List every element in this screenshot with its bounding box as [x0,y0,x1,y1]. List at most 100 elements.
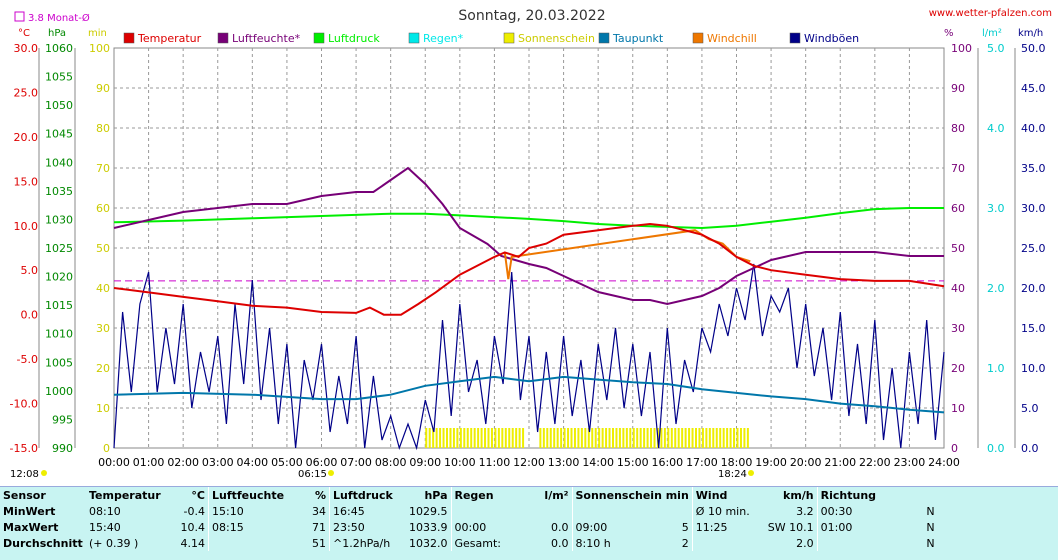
sunshine-bar [674,428,677,448]
x-tick-label: 02:00 [167,456,199,469]
rain-unit: l/m² [982,28,1002,39]
wind-tick-label: 50.0 [1021,42,1046,55]
stats-cell: 15:40 [89,520,121,534]
sunshine-bar [653,428,656,448]
temp-tick-label: -5.0 [17,353,38,366]
wind-tick-label: 10.0 [1021,362,1046,375]
sunshine-bar [452,428,455,448]
sunshine-bar [667,428,670,448]
sunshine-bar [605,428,608,448]
sunshine-bar [567,428,570,448]
sunshine-bar [470,428,473,448]
month-avg-swatch [14,11,25,22]
series-taupunkt [113,375,945,414]
sunshine-bars [425,428,749,448]
sun-tick-label: 50 [96,242,110,255]
stats-cell: -0.4 [183,504,205,518]
legend-label: Luftdruck [328,32,380,45]
pressure-tick-label: 1000 [45,385,73,398]
legend-swatch [789,32,801,44]
wind-tick-label: 15.0 [1021,322,1046,335]
pressure-tick-label: 990 [52,442,73,455]
stats-table: Sensor Temperatur °C Luftfeuchte % Luftd… [0,486,1058,560]
x-tick-label: 07:00 [340,456,372,469]
sunshine-bar [733,428,736,448]
x-tick-label: 10:00 [444,456,476,469]
stats-head-rain: Regen [450,487,534,503]
sunshine-bar [615,428,618,448]
stats-cell [534,503,573,519]
stats-cell: 71 [312,520,326,534]
stats-header-row: Sensor Temperatur °C Luftfeuchte % Luftd… [0,487,938,503]
x-tick-label: 14:00 [582,456,614,469]
legend-swatch [598,32,610,44]
sunshine-bar [501,428,504,448]
stats-head-sun: Sonnenschein min [571,487,693,503]
pressure-tick-label: 1045 [45,128,73,141]
stats-cell: 00:30 [816,503,896,519]
chart-title: Sonntag, 20.03.2022 [458,8,605,24]
stats-head-rain-unit: l/m² [544,488,569,502]
stats-cell: ^1.2hPa/h [329,535,406,551]
sunshine-bar [691,428,694,448]
sun-tick-label: 70 [96,162,110,175]
sunshine-bar [712,428,715,448]
sunshine-bar [504,428,507,448]
x-tick-label: 15:00 [617,456,649,469]
legend-swatch [123,32,135,44]
sunshine-bar [643,428,646,448]
sunshine-bar [726,428,729,448]
series-windben [113,263,945,451]
sunshine-bar [580,428,583,448]
sunshine-bar [681,428,684,448]
sunshine-bar [549,428,552,448]
x-tick-label: 20:00 [790,456,822,469]
sunshine-bar [632,428,635,448]
legend-label: Windchill [707,32,757,45]
legend-swatch [408,32,420,44]
sun-tick-label: 0 [103,442,110,455]
pressure-tick-label: 1050 [45,99,73,112]
stats-cell: 09:00 [571,519,663,535]
pressure-tick-label: 1060 [45,42,73,55]
legend-label: Sonnenschein [518,32,595,45]
x-tick-label: 13:00 [548,456,580,469]
stats-head-direction: Richtung [816,487,896,503]
humidity-tick-label: 100 [951,42,972,55]
legend-label: Temperatur [137,32,202,45]
stats-cell: 1029.5 [409,504,448,518]
rain-tick-label: 2.0 [987,282,1005,295]
x-tick-label: 09:00 [409,456,441,469]
stats-head-humidity: Luftfeuchte [208,487,295,503]
sunshine-bar [563,428,566,448]
sunshine-bar [466,428,469,448]
x-tick-label: 24:00 [928,456,960,469]
series-luftdruck [113,207,944,230]
sunshine-bar [473,428,476,448]
stats-cell: 00:00 [450,519,534,535]
sunshine-bar [670,428,673,448]
humidity-tick-label: 0 [951,442,958,455]
stats-cell [816,535,896,551]
stats-cell [663,503,692,519]
sunshine-bar [722,428,725,448]
pressure-tick-label: 995 [52,413,73,426]
sunshine-bar [601,428,604,448]
sunshine-bar [708,428,711,448]
sun-tick-label: 30 [96,322,110,335]
series-luftfeuchte [113,166,944,306]
wind-tick-label: 40.0 [1021,122,1046,135]
sunshine-bar [701,428,704,448]
temp-tick-label: 0.0 [21,309,39,322]
x-tick-label: 04:00 [236,456,268,469]
temp-tick-label: 5.0 [21,264,39,277]
legend-label: Regen* [423,32,464,45]
sunshine-bar [646,428,649,448]
wind-tick-label: 0.0 [1021,442,1039,455]
chart-axes: 30.0 25.0 20.0 15.0 10.0 5.0 0.0 -5.0 -10.0 -15.0… [10,42,1046,469]
site-url[interactable]: www.wetter-pfalzen.com [929,8,1052,19]
temp-tick-label: 25.0 [14,86,39,99]
sunshine-bar [442,428,445,448]
sunshine-bar [439,428,442,448]
